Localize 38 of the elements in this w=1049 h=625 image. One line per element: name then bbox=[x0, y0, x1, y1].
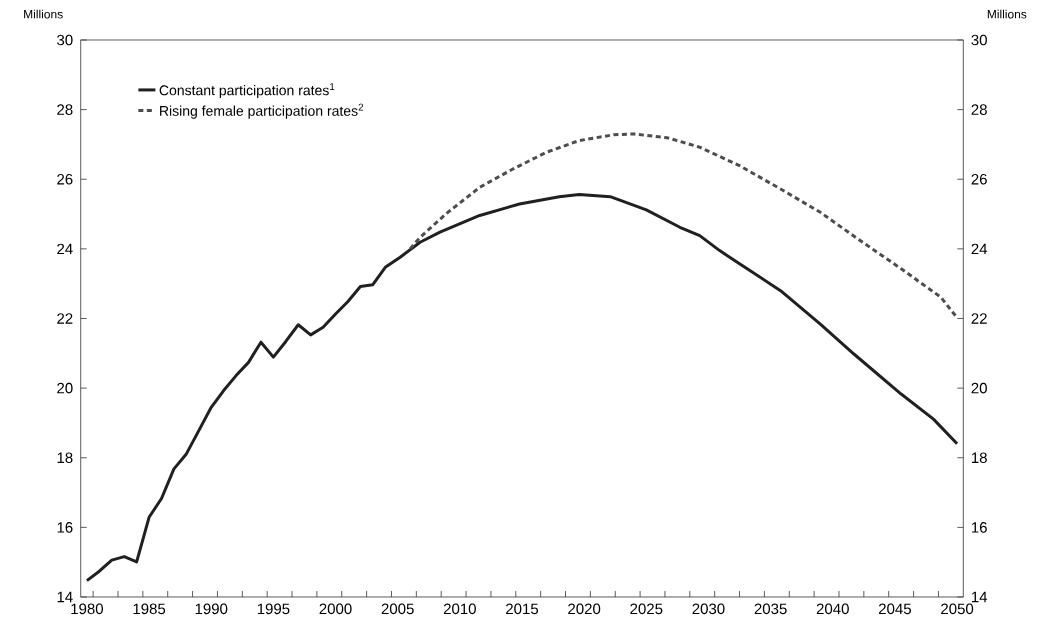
x-tick-label: 1995 bbox=[257, 603, 290, 615]
line-series bbox=[85, 193, 959, 583]
x-tick-label: 1990 bbox=[195, 603, 228, 615]
y-tick-label: 14 bbox=[57, 591, 73, 603]
y2-axis-title: Millions bbox=[987, 9, 1027, 19]
legend-label: Constant participation rates$^{1}$ bbox=[159, 83, 335, 99]
y-tick-label: 20 bbox=[57, 382, 73, 394]
x-tick-label: 2025 bbox=[630, 603, 663, 615]
y2-tick-label: 14 bbox=[971, 591, 988, 603]
y-tick-label: 18 bbox=[57, 452, 73, 464]
x-tick-label: 2030 bbox=[692, 603, 725, 615]
x-tick-label: 2015 bbox=[506, 603, 539, 615]
y-tick-label: 16 bbox=[57, 522, 73, 533]
y2-tick-label: 20 bbox=[971, 382, 987, 394]
legend-label: Rising female participation rates$^{2}$ bbox=[160, 103, 364, 119]
x-tick-label: 2020 bbox=[568, 603, 601, 615]
x-tick-label: 2010 bbox=[443, 603, 476, 615]
y2-tick-label: 16 bbox=[971, 522, 987, 533]
x-tick-label: 2045 bbox=[879, 603, 911, 615]
x-tick-label: 2000 bbox=[319, 603, 352, 615]
x-tick-label: 1980 bbox=[71, 603, 103, 615]
y-tick-label: 30 bbox=[57, 34, 73, 46]
x-tick-label: 2050 bbox=[941, 603, 974, 615]
y2-tick-label: 22 bbox=[971, 313, 987, 324]
x-tick-label: 2040 bbox=[816, 603, 849, 615]
y-axis-title: Millions bbox=[24, 9, 63, 19]
y-tick-label: 22 bbox=[57, 313, 73, 324]
y2-tick-label: 28 bbox=[971, 104, 987, 115]
y2-tick-label: 24 bbox=[971, 243, 988, 255]
y-tick-label: 28 bbox=[57, 104, 73, 115]
x-tick-label: 1985 bbox=[133, 603, 166, 615]
y2-tick-label: 30 bbox=[971, 34, 987, 46]
y2-tick-label: 18 bbox=[971, 452, 987, 464]
x-tick-label: 2005 bbox=[381, 603, 414, 615]
x-tick-label: 2035 bbox=[754, 603, 787, 615]
y-tick-label: 26 bbox=[57, 173, 73, 185]
y2-tick-label: 26 bbox=[971, 173, 987, 185]
y-tick-label: 24 bbox=[57, 243, 73, 255]
